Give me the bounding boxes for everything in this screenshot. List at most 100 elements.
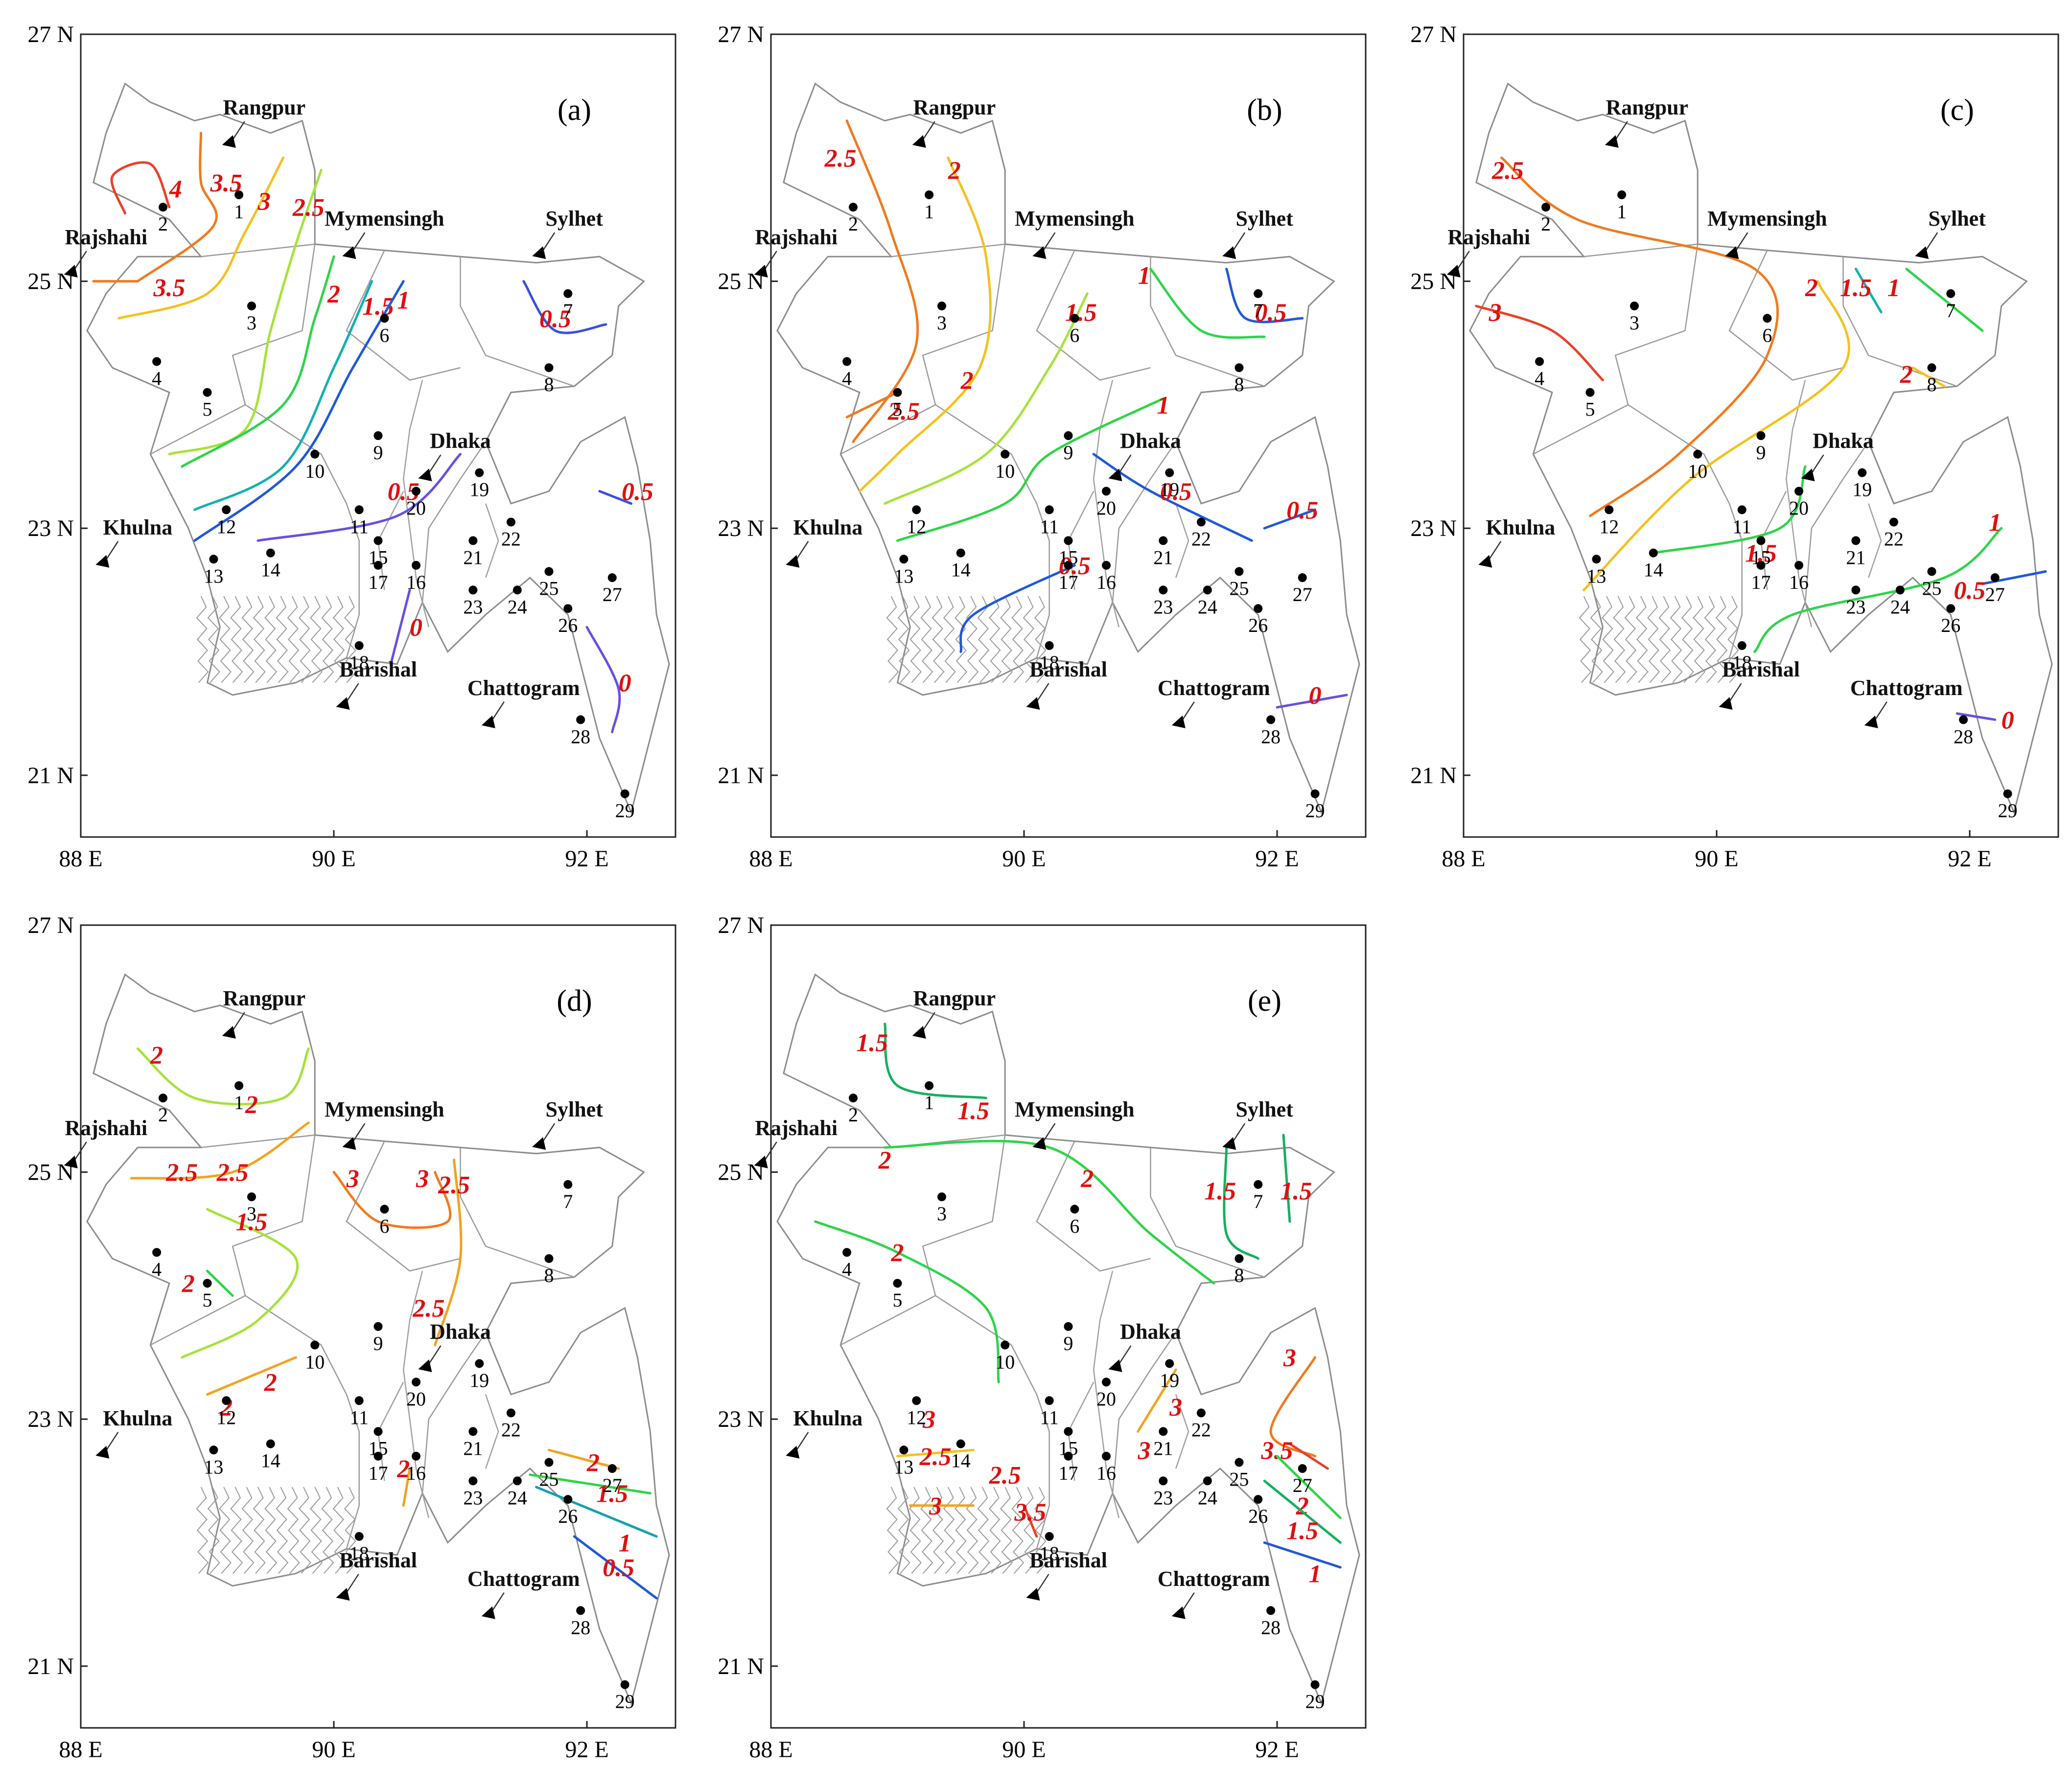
station-marker xyxy=(912,1396,921,1405)
station-number: 7 xyxy=(563,300,573,322)
contour-value-label: 3 xyxy=(1138,1437,1151,1465)
mangrove-channel xyxy=(1590,596,1603,683)
mangrove-channel xyxy=(988,596,1001,683)
station-marker xyxy=(956,1439,965,1448)
station-marker xyxy=(468,1427,478,1436)
division-label: Barishal xyxy=(339,1548,417,1572)
station-number: 2 xyxy=(158,1104,168,1126)
station-number: 4 xyxy=(842,368,852,390)
lat-tick-label: 23 N xyxy=(27,515,74,541)
mangrove-channel xyxy=(230,596,243,683)
station-number: 24 xyxy=(1198,1487,1217,1509)
division-label: Mymensingh xyxy=(1015,1097,1134,1121)
station-number: 19 xyxy=(1160,479,1179,501)
station-marker xyxy=(1541,203,1551,212)
division-arrow-icon xyxy=(1864,715,1878,728)
station-number: 16 xyxy=(1096,571,1116,593)
contour-value-label: 2.5 xyxy=(216,1159,249,1187)
station-marker xyxy=(1617,190,1627,199)
contour-line xyxy=(1225,267,1304,324)
station-number: 28 xyxy=(571,725,590,747)
station-number: 8 xyxy=(1927,373,1936,396)
station-number: 17 xyxy=(369,1462,388,1484)
contour-value-label: 0.5 xyxy=(1954,577,1986,605)
contour-value-label: 2 xyxy=(586,1449,600,1477)
contour-line xyxy=(136,1047,310,1106)
lat-tick-label: 23 N xyxy=(27,1406,74,1432)
division-arrow-icon xyxy=(532,1137,546,1150)
station-number: 12 xyxy=(1599,515,1619,537)
contour-value-label: 1 xyxy=(1157,392,1169,419)
station-number: 27 xyxy=(603,583,622,605)
division-label: Rangpur xyxy=(913,95,996,119)
station-number: 24 xyxy=(508,1487,527,1509)
mangrove-channel xyxy=(1670,596,1683,683)
station-marker xyxy=(2003,789,2012,798)
station-marker xyxy=(1070,314,1079,323)
mangrove-channel xyxy=(1000,596,1013,683)
station-number: 18 xyxy=(1732,652,1752,674)
panel-frame xyxy=(770,33,1367,838)
station-marker xyxy=(1794,560,1804,570)
contour-value-label: 0 xyxy=(619,670,631,698)
station-number: 6 xyxy=(1070,1215,1079,1237)
station-number: 25 xyxy=(539,578,559,600)
map-panel-d: 21 N23 N25 N27 N88 E 90 E 92 E(d)222.5 2.5 3… xyxy=(27,912,676,1763)
station-marker xyxy=(1630,302,1639,311)
station-number: 4 xyxy=(1535,368,1544,390)
contour-line xyxy=(1753,527,2003,653)
contour-line xyxy=(896,397,1164,542)
station-marker xyxy=(1159,536,1168,545)
station-number: 21 xyxy=(1153,546,1173,568)
station-number: 19 xyxy=(1160,1370,1179,1392)
lon-tick-label: 90 E xyxy=(1002,846,1046,872)
station-number: 18 xyxy=(1040,1542,1059,1564)
mangrove-channel xyxy=(1023,1487,1036,1574)
mangrove-channel xyxy=(977,596,990,683)
contour-value-label: 0.5 xyxy=(539,305,571,333)
mangrove-channel xyxy=(1602,596,1614,683)
station-number: 26 xyxy=(558,614,578,636)
station-marker xyxy=(234,1081,244,1090)
contour-line xyxy=(1475,304,1604,381)
division-label: Sylhet xyxy=(546,207,604,231)
contour-value-label: 0.5 xyxy=(603,1554,634,1582)
mangrove-channel xyxy=(276,596,289,683)
station-marker xyxy=(1756,431,1766,440)
station-number: 26 xyxy=(1248,1505,1268,1527)
station-marker xyxy=(1756,560,1766,570)
division-boundary xyxy=(150,1295,246,1346)
lon-tick-label: 90 E xyxy=(1695,846,1738,872)
panel-frame xyxy=(770,924,1367,1729)
station-marker xyxy=(1535,357,1544,366)
division-boundary xyxy=(1842,256,1957,387)
division-arrow-icon xyxy=(1725,246,1739,259)
station-number: 17 xyxy=(1751,571,1771,593)
contour-value-label: 0 xyxy=(410,614,422,642)
station-marker xyxy=(1064,560,1073,570)
contour-line xyxy=(535,1486,658,1538)
station-number: 3 xyxy=(937,312,947,334)
mangrove-channel xyxy=(230,1487,243,1574)
division-arrow-icon xyxy=(1719,697,1733,710)
contour-value-label: 1.5 xyxy=(1280,1177,1312,1205)
river-channel xyxy=(1093,1271,1120,1518)
division-label: Chattogram xyxy=(467,676,580,700)
division-label: Rajshahi xyxy=(1447,225,1530,249)
contour-value-label: 2.5 xyxy=(989,1462,1021,1489)
station-marker xyxy=(310,1340,320,1350)
station-marker xyxy=(1001,1340,1010,1350)
contour-value-label: 1 xyxy=(397,286,410,314)
contour-line xyxy=(256,453,462,542)
lat-tick-label: 27 N xyxy=(27,912,74,938)
division-arrow-icon xyxy=(95,555,110,568)
station-marker xyxy=(159,1094,168,1103)
station-number: 27 xyxy=(1985,583,2005,605)
mangrove-channel xyxy=(264,1487,278,1574)
contour-value-label: 3 xyxy=(346,1165,359,1193)
station-marker xyxy=(1959,715,1968,724)
station-number: 12 xyxy=(216,1406,236,1428)
station-number: 7 xyxy=(1946,300,1956,322)
mangrove-channel xyxy=(253,1487,266,1574)
station-marker xyxy=(412,560,421,570)
